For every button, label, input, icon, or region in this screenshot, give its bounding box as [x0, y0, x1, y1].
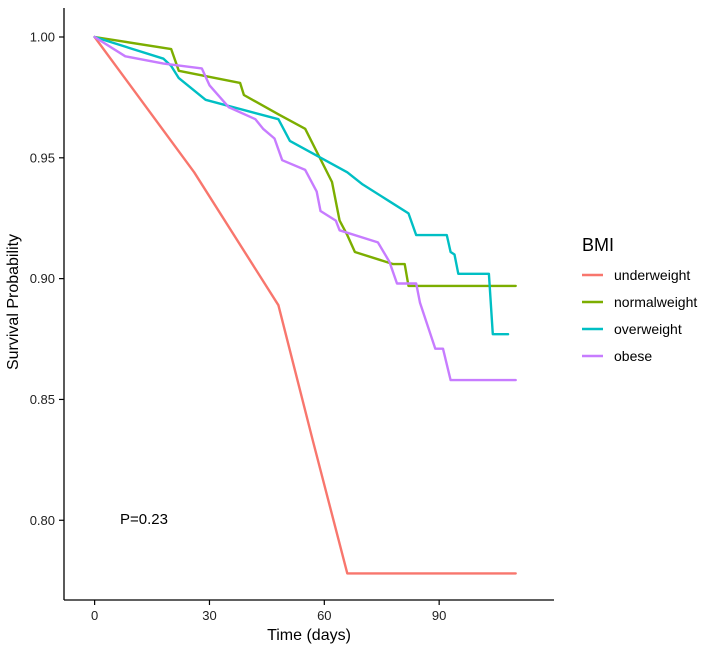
x-tick-label: 0 — [91, 608, 98, 623]
y-axis-title: Survival Probability — [5, 234, 22, 370]
series-line-normalweight — [93, 35, 517, 288]
legend-label-underweight: underweight — [614, 267, 690, 283]
series-line-obese — [93, 35, 517, 382]
series-line-underweight — [93, 35, 517, 575]
y-tick-label: 1.00 — [30, 29, 55, 44]
legend: BMI underweight normalweight overweight obe… — [582, 235, 697, 364]
x-ticks: 0 30 60 90 — [91, 600, 446, 623]
legend-label-normalweight: normalweight — [614, 294, 697, 310]
axes — [63, 8, 554, 601]
y-tick-label: 0.90 — [30, 271, 55, 286]
y-tick-label: 0.80 — [30, 513, 55, 528]
x-tick-label: 60 — [317, 608, 331, 623]
x-tick-label: 90 — [432, 608, 446, 623]
series-line-overweight — [93, 35, 510, 336]
series-layer — [93, 35, 517, 575]
p-value-annotation: P=0.23 — [120, 511, 168, 528]
y-tick-label: 0.85 — [30, 392, 55, 407]
legend-title: BMI — [582, 235, 614, 255]
legend-label-overweight: overweight — [614, 321, 682, 337]
x-axis-title: Time (days) — [267, 627, 351, 644]
y-ticks: 0.80 0.85 0.90 0.95 1.00 — [30, 29, 64, 528]
legend-label-obese: obese — [614, 348, 652, 364]
x-tick-label: 30 — [202, 608, 216, 623]
y-tick-label: 0.95 — [30, 150, 55, 165]
